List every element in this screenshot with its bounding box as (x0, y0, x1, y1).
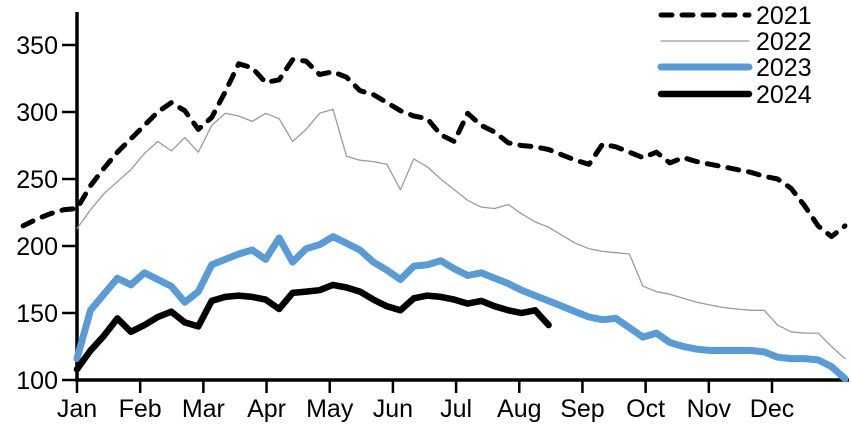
series-line-2021 (20, 57, 848, 240)
x-tick-label: Dec (750, 395, 794, 423)
x-tick-label: May (306, 395, 354, 423)
legend-item-2022: 2022 (660, 28, 812, 56)
legend-label-2023: 2023 (756, 54, 812, 82)
y-tick-label: 150 (16, 300, 58, 328)
x-tick-label: Oct (626, 395, 665, 423)
y-tick-label: 250 (16, 166, 58, 194)
x-tick-label: Jan (57, 395, 97, 423)
legend-label-2021: 2021 (756, 2, 812, 30)
x-tick-label: Jun (373, 395, 413, 423)
series-line-2022 (76, 108, 846, 360)
y-tick-label: 300 (16, 99, 58, 127)
series-line-2023 (73, 233, 849, 383)
legend-item-2023: 2023 (657, 54, 812, 82)
x-tick-label: Aug (497, 395, 541, 423)
legend-label-2022: 2022 (756, 28, 812, 56)
x-tick-label: Mar (182, 395, 225, 423)
legend-item-2024: 2024 (657, 81, 812, 109)
x-tick-label: Nov (687, 395, 732, 423)
x-tick-label: Jul (440, 395, 472, 423)
y-tick-label: 200 (16, 233, 58, 261)
legend-label-2024: 2024 (756, 81, 812, 109)
legend-item-2021: 2021 (658, 2, 812, 30)
x-tick-label: Sep (560, 395, 604, 423)
y-tick-label: 100 (16, 367, 58, 395)
series-line-2024 (73, 281, 552, 373)
x-tick-label: Apr (247, 395, 286, 423)
y-tick-label: 350 (16, 32, 58, 60)
x-tick-label: Feb (119, 395, 162, 423)
